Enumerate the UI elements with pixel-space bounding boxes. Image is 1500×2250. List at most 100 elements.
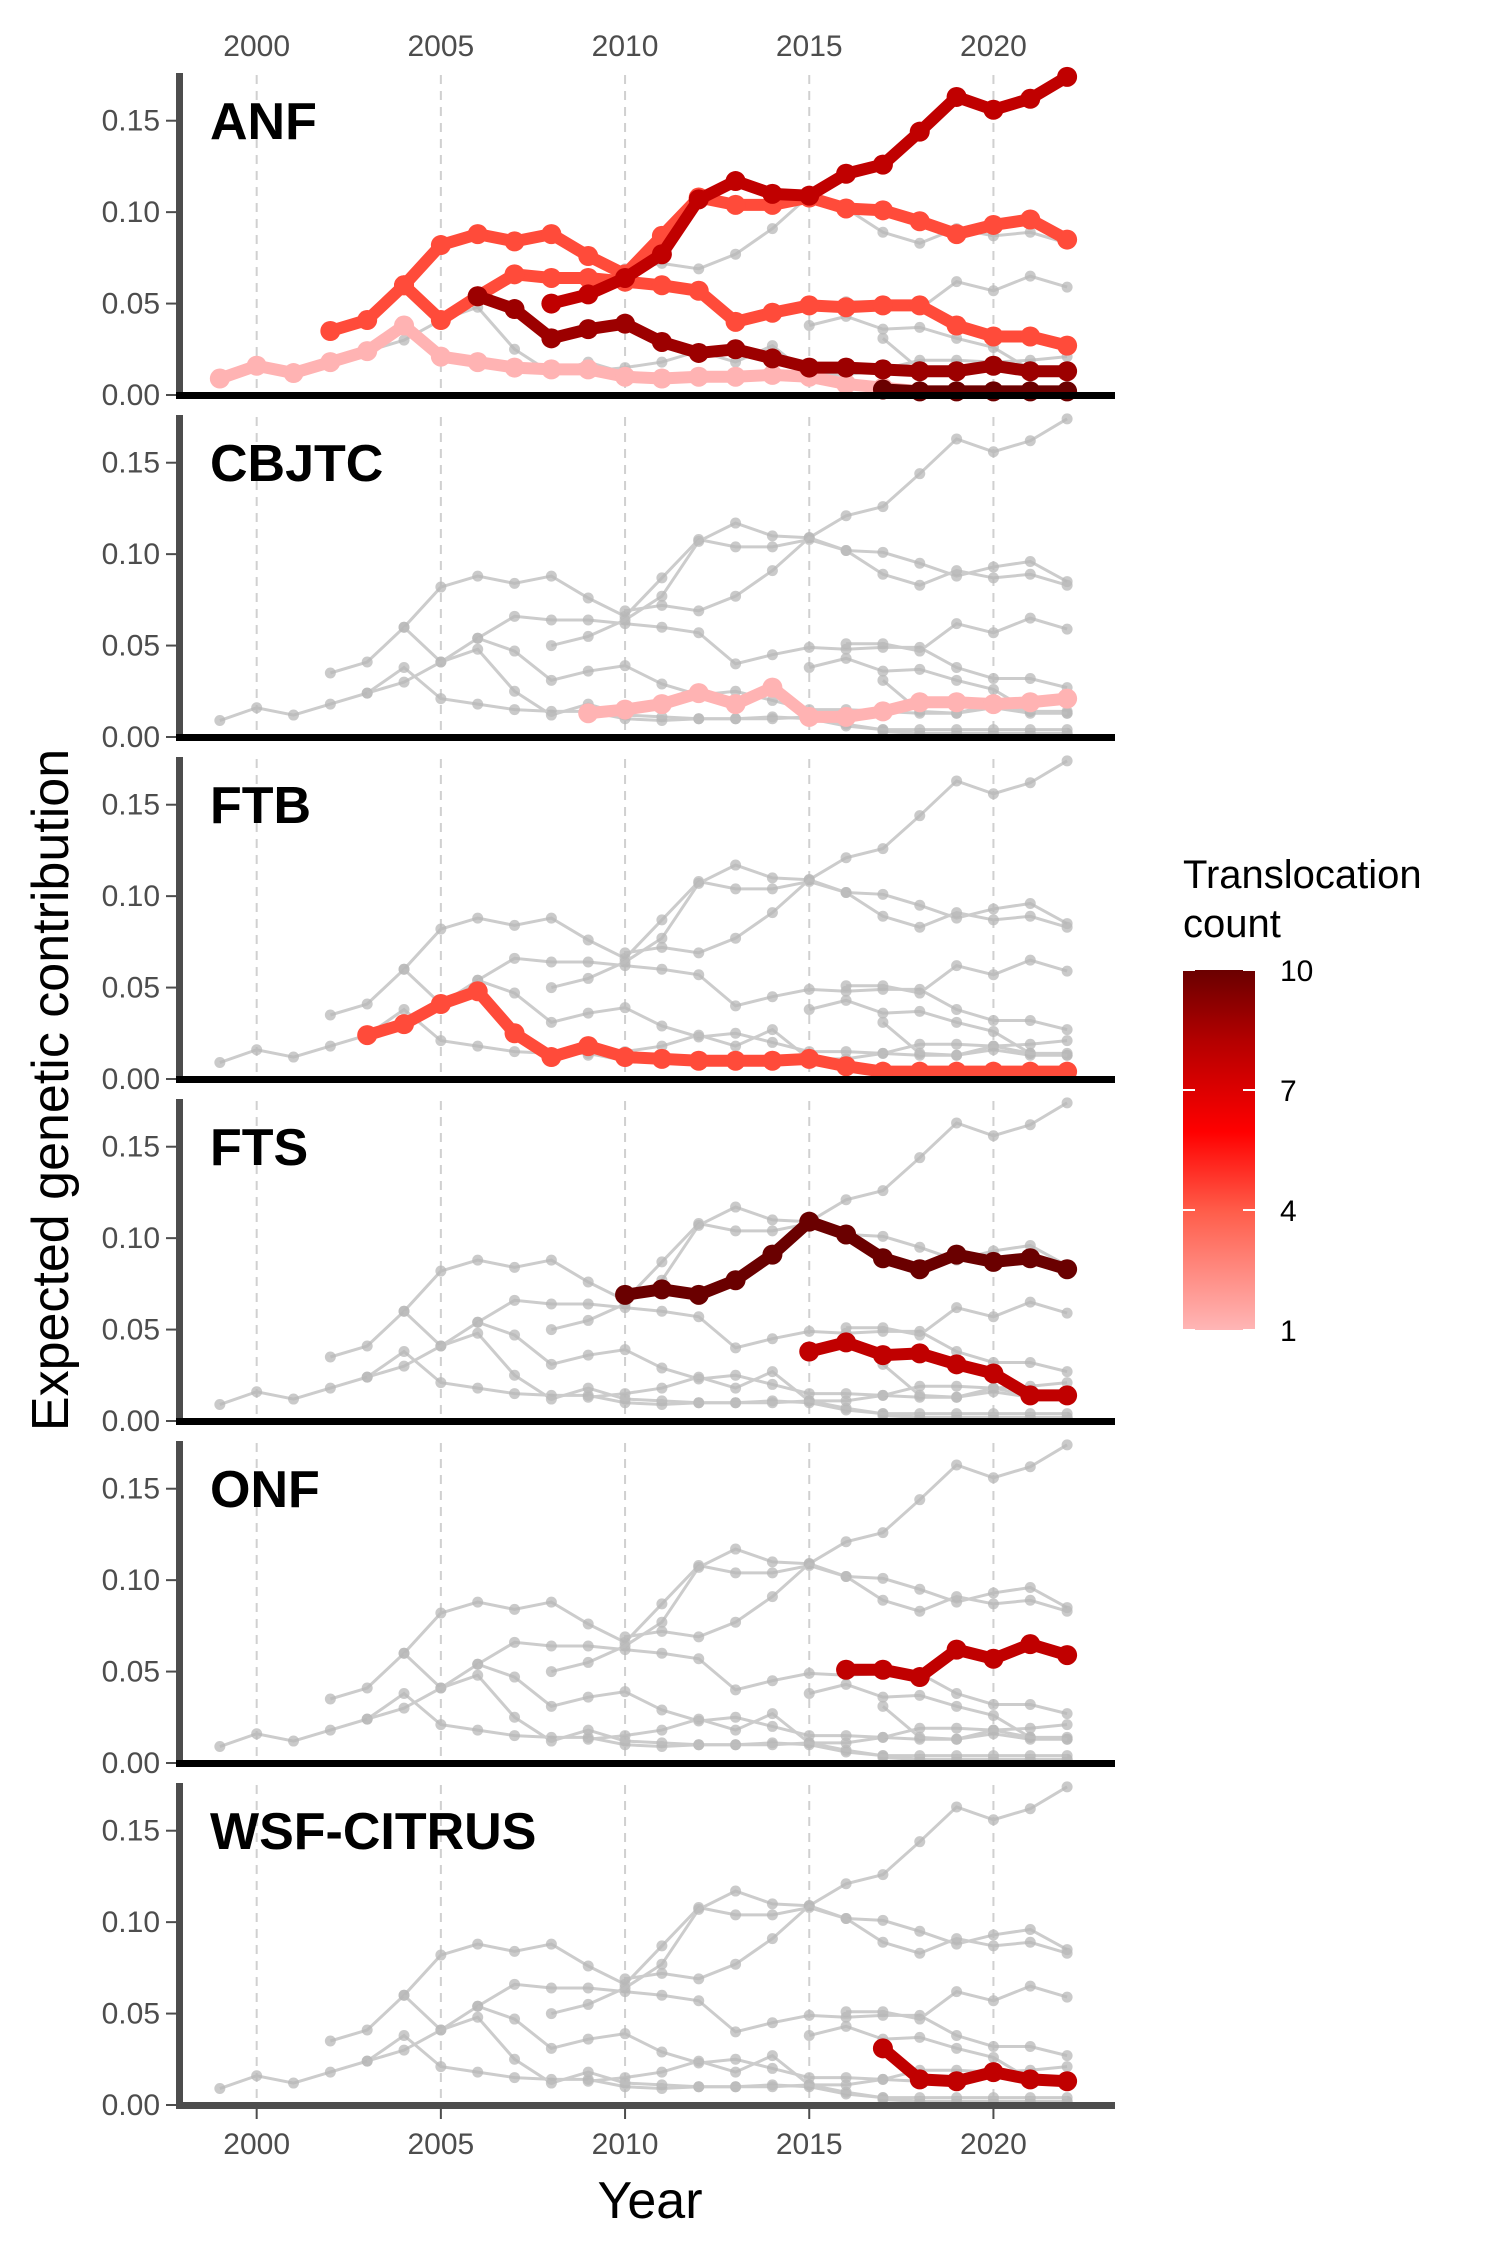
x-axis-line [176,392,1115,399]
bg-point [914,663,926,675]
panel-label-fts: FTS [210,1119,308,1177]
series-point-C1 [725,694,746,715]
y-tick-label: 0.10 [102,1906,160,1939]
bg-point [251,702,263,714]
bg-point [619,660,631,672]
bg-point [766,340,778,352]
bg-point [877,546,889,558]
bg-point [730,685,742,697]
series-point-A2 [357,310,378,331]
y-tick-label: 0.10 [102,1564,160,1597]
bg-point [730,713,742,725]
bg-point [472,1724,484,1736]
bg-point [435,1607,447,1619]
bg-point [509,1261,521,1273]
bg-point [840,1912,852,1924]
bg-point [877,1016,889,1028]
x-tick-label-top: 2000 [223,30,290,63]
series-point-S1 [983,1251,1004,1272]
series-point-A3 [762,302,783,323]
bg-point [1061,1366,1073,1378]
bg-point [951,1408,963,1420]
series-point-C1 [909,692,930,713]
series-point-B1 [836,1056,857,1077]
bg-point [766,1708,778,1720]
bg-point [472,1382,484,1394]
bg-point [288,709,300,721]
bg-point [656,711,668,723]
bg-point [398,2044,410,2056]
bg-point [987,2051,999,2063]
bg-point [1024,2040,1036,2052]
bg-point [951,433,963,445]
series-point-A1 [467,352,488,373]
x-tick-label-bottom: 2010 [592,2128,659,2161]
bg-point [951,1722,963,1734]
legend-tick-label: 1 [1280,1315,1297,1348]
bg-point [509,645,521,657]
bg-point [1024,555,1036,567]
bg-point [914,921,926,933]
series-point-A4 [725,339,746,360]
bg-point [803,320,815,332]
bg-point [730,658,742,670]
bg-point [730,2053,742,2065]
bg-point [766,2081,778,2093]
bg-point [766,1739,778,1751]
bg-point [766,907,778,919]
bg-point [766,1214,778,1226]
series-point-A4 [578,319,599,340]
bg-point [582,1691,594,1703]
bg-point [472,1316,484,1328]
bg-point [509,952,521,964]
series-point-C1 [946,692,967,713]
bg-point [730,2066,742,2078]
bg-point [656,1989,668,2001]
bg-point [877,1914,889,1926]
y-axis-line [176,415,183,737]
bg-point [582,1298,594,1310]
bg-point [656,1625,668,1637]
bg-point [398,1688,410,1700]
series-point-A1 [762,364,783,385]
series-point-A2 [467,224,488,245]
bg-line-W1 [881,1021,1068,1057]
bg-line-A1 [219,1007,1068,1077]
bg-point [914,579,926,591]
bg-point [619,1393,631,1405]
bg-point [987,2040,999,2052]
panel-anf: 0.00 0.05 0.10 0.15 ANF 2000 2005 2010 2015 2020 [102,30,1115,412]
series-point-A2 [541,224,562,245]
bg-point [545,1393,557,1405]
bg-point [914,1494,926,1506]
series-point-S1 [762,1244,783,1265]
bg-point [1024,1731,1036,1743]
series-point-A3 [651,275,672,296]
x-tick-label-bottom: 2015 [776,2128,843,2161]
bg-point [987,446,999,458]
bg-point [877,1869,889,1881]
bg-point [361,656,373,668]
series-point-A4 [504,299,525,320]
bg-point [693,1311,705,1323]
bg-point [877,1936,889,1948]
bg-point [987,1709,999,1721]
bg-point [1061,921,1073,933]
x-axis-line [176,1076,1115,1083]
bg-point [1061,1733,1073,1745]
bg-point [472,1669,484,1681]
bg-point [398,2030,410,2042]
bg-point [545,674,557,686]
panel-ftb: 0.00 0.05 0.10 0.15 FTB [102,755,1115,1096]
series-point-A3 [688,280,709,301]
bg-point [472,643,484,655]
bg-point [435,1719,447,1731]
bg-point [656,1256,668,1268]
bg-point [730,1711,742,1723]
bg-point [987,1995,999,2007]
bg-point [619,2028,631,2040]
series-point-A4 [688,342,709,363]
y-tick-label: 0.00 [102,1405,160,1438]
series-point-B1 [725,1050,746,1071]
series-point-A2 [504,231,525,252]
